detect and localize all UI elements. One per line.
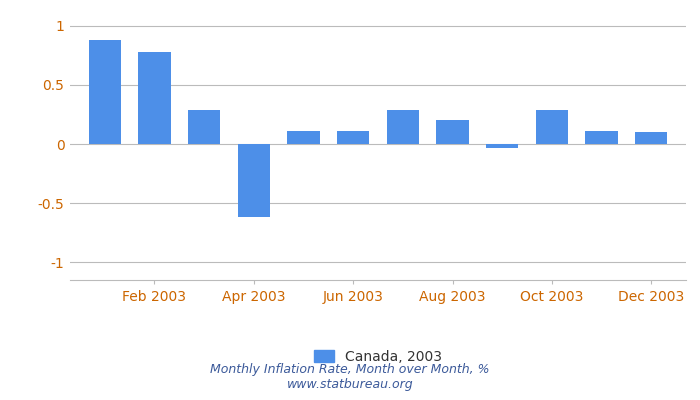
Legend: Canada, 2003: Canada, 2003 xyxy=(308,344,448,369)
Bar xyxy=(337,131,370,144)
Bar xyxy=(139,52,171,144)
Text: www.statbureau.org: www.statbureau.org xyxy=(287,378,413,391)
Bar xyxy=(238,144,270,217)
Bar xyxy=(635,132,667,144)
Bar xyxy=(585,131,617,144)
Bar xyxy=(287,131,320,144)
Text: Monthly Inflation Rate, Month over Month, %: Monthly Inflation Rate, Month over Month… xyxy=(210,364,490,376)
Bar xyxy=(436,120,469,144)
Bar xyxy=(188,110,220,144)
Bar xyxy=(89,40,121,144)
Bar xyxy=(536,110,568,144)
Bar xyxy=(386,110,419,144)
Bar xyxy=(486,144,518,148)
